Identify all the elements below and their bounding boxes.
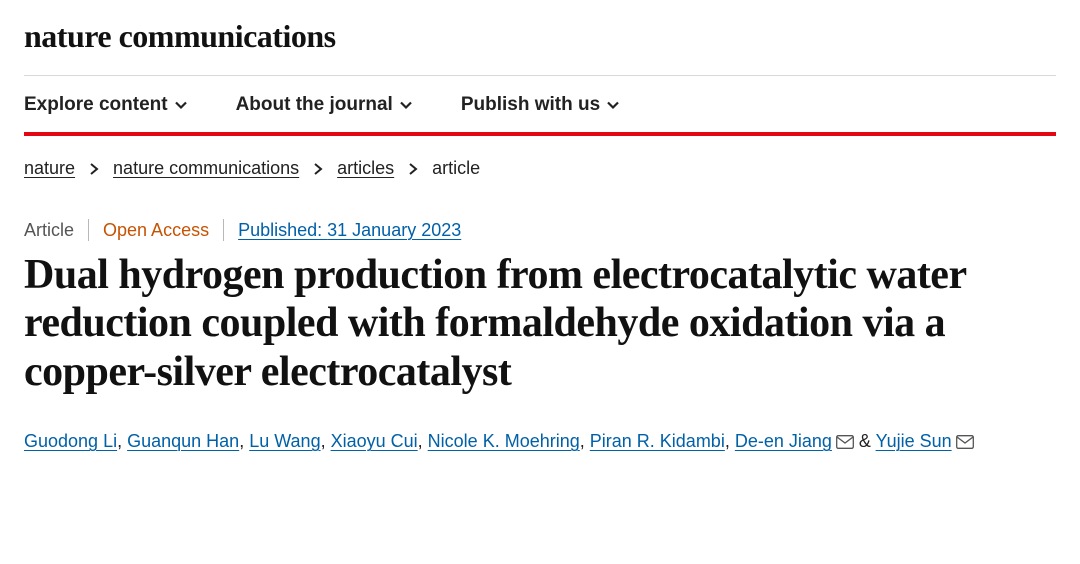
published-date[interactable]: Published: 31 January 2023 xyxy=(238,220,461,241)
article-meta: Article Open Access Published: 31 Januar… xyxy=(24,185,1056,241)
nav-publish-with-us[interactable]: Publish with us xyxy=(461,94,620,116)
author-link[interactable]: Xiaoyu Cui xyxy=(331,431,418,451)
chevron-down-icon xyxy=(399,98,413,112)
author-link[interactable]: Lu Wang xyxy=(249,431,320,451)
breadcrumb: nature nature communications articles ar… xyxy=(24,136,1056,185)
meta-divider xyxy=(223,219,224,241)
author-and: & xyxy=(854,431,876,451)
nav-explore-content[interactable]: Explore content xyxy=(24,94,188,116)
author-link[interactable]: Nicole K. Moehring xyxy=(428,431,580,451)
chevron-down-icon xyxy=(606,98,620,112)
article-type: Article xyxy=(24,220,74,241)
mail-icon[interactable] xyxy=(836,426,854,460)
chevron-right-icon xyxy=(313,162,323,176)
chevron-down-icon xyxy=(174,98,188,112)
author-list: Guodong Li, Guanqun Han, Lu Wang, Xiaoyu… xyxy=(24,396,1056,460)
nav-label: Explore content xyxy=(24,94,168,116)
breadcrumb-current: article xyxy=(432,158,480,179)
author-sep: , xyxy=(239,431,249,451)
chevron-right-icon xyxy=(408,162,418,176)
main-nav: Explore content About the journal Publis… xyxy=(24,76,1056,136)
chevron-right-icon xyxy=(89,162,99,176)
author-link[interactable]: Guodong Li xyxy=(24,431,117,451)
author-sep: , xyxy=(418,431,428,451)
nav-about-journal[interactable]: About the journal xyxy=(236,94,413,116)
mail-icon[interactable] xyxy=(956,426,974,460)
breadcrumb-item[interactable]: nature xyxy=(24,158,75,179)
author-sep: , xyxy=(725,431,735,451)
breadcrumb-item[interactable]: articles xyxy=(337,158,394,179)
author-link[interactable]: De-en Jiang xyxy=(735,431,832,451)
open-access-badge: Open Access xyxy=(103,220,209,241)
article-title: Dual hydrogen production from electrocat… xyxy=(24,241,1044,396)
breadcrumb-item[interactable]: nature communications xyxy=(113,158,299,179)
author-link[interactable]: Guanqun Han xyxy=(127,431,239,451)
author-sep: , xyxy=(321,431,331,451)
nav-label: About the journal xyxy=(236,94,393,116)
author-sep: , xyxy=(580,431,590,451)
nav-label: Publish with us xyxy=(461,94,600,116)
published-value: 31 January 2023 xyxy=(327,220,461,240)
author-sep: , xyxy=(117,431,127,451)
author-link[interactable]: Yujie Sun xyxy=(876,431,952,451)
author-link[interactable]: Piran R. Kidambi xyxy=(590,431,725,451)
meta-divider xyxy=(88,219,89,241)
published-prefix: Published: xyxy=(238,220,327,240)
journal-brand: nature communications xyxy=(24,18,1056,76)
